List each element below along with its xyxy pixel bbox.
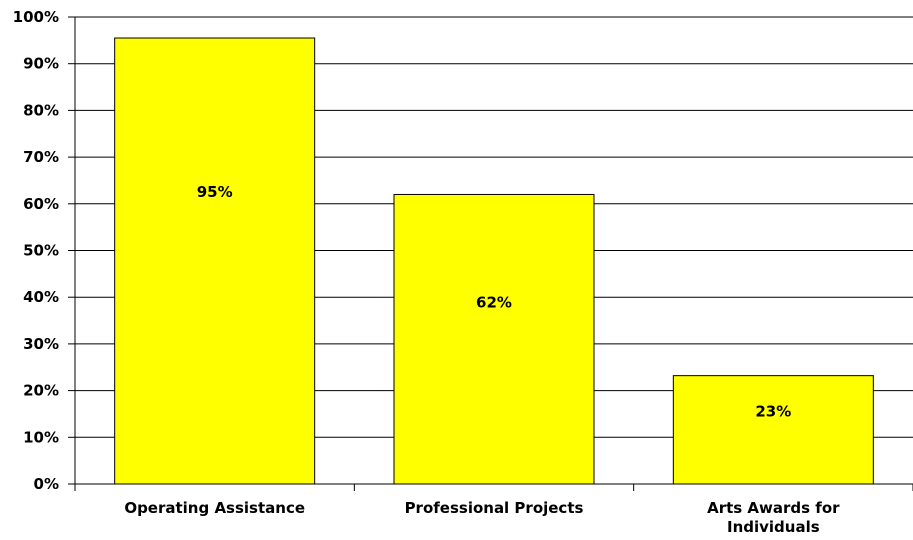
x-category-label-line: Individuals xyxy=(727,518,820,536)
data-label: 23% xyxy=(755,403,791,421)
y-axis-ticks: 0% 10% 20% 30% 40% 50% 60% 70% 80% 90% 100% xyxy=(13,8,75,493)
x-category-label-line: Operating Assistance xyxy=(124,499,305,517)
bar xyxy=(672,375,874,485)
x-category-label: Operating Assistance xyxy=(124,499,305,517)
x-category-label-line: Arts Awards for xyxy=(707,499,840,517)
y-tick-label: 0% xyxy=(34,475,59,493)
y-tick-label: 90% xyxy=(23,55,59,73)
x-category-label: Professional Projects xyxy=(405,499,584,517)
y-tick-label: 40% xyxy=(23,288,59,306)
y-tick-label: 100% xyxy=(13,8,59,26)
bar xyxy=(114,37,316,485)
y-tick-label: 70% xyxy=(23,148,59,166)
y-tick-label: 10% xyxy=(23,428,59,446)
data-label: 95% xyxy=(197,183,233,201)
x-axis-labels: Operating Assistance Professional Project… xyxy=(124,499,840,536)
data-labels: 95% 62% 23% xyxy=(197,183,792,421)
y-tick-label: 80% xyxy=(23,101,59,119)
y-tick-label: 60% xyxy=(23,195,59,213)
bar xyxy=(393,193,595,485)
data-label: 62% xyxy=(476,293,512,311)
y-tick-label: 20% xyxy=(23,382,59,400)
y-tick-label: 30% xyxy=(23,335,59,353)
x-category-label-line: Professional Projects xyxy=(405,499,584,517)
x-category-label: Arts Awards for Individuals xyxy=(707,499,840,536)
y-tick-label: 50% xyxy=(23,242,59,260)
